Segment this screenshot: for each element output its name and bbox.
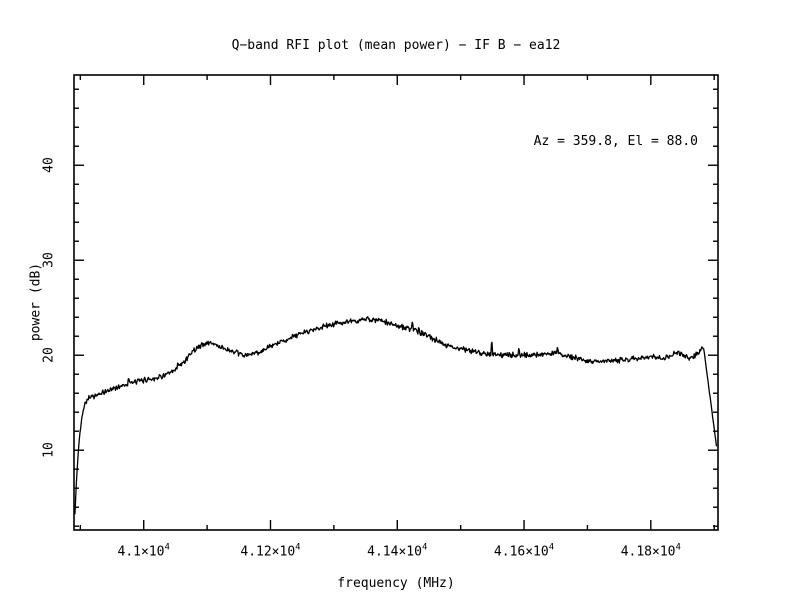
x-tick-label: 4.16×104 <box>493 542 555 560</box>
rfi-mean-power-curve <box>74 316 718 515</box>
x-axis-label: frequency (MHz) <box>337 576 455 591</box>
plot-title: Q−band RFI plot (mean power) − IF B − ea… <box>231 38 561 53</box>
y-axis-label: power (dB) <box>28 262 44 342</box>
x-tick-label: 4.12×104 <box>240 542 301 560</box>
y-tick-label: 30 <box>41 252 57 269</box>
y-tick-label: 10 <box>41 442 57 459</box>
plot-annotation: Az = 359.8, El = 88.0 <box>533 134 698 149</box>
x-tick-label: 4.1×104 <box>117 542 170 560</box>
y-tick-label: 40 <box>41 157 57 174</box>
plot-frame <box>73 74 719 531</box>
x-tick-label: 4.14×104 <box>367 542 428 560</box>
y-tick-label: 20 <box>41 347 57 364</box>
x-tick-label: 4.18×104 <box>620 542 681 560</box>
